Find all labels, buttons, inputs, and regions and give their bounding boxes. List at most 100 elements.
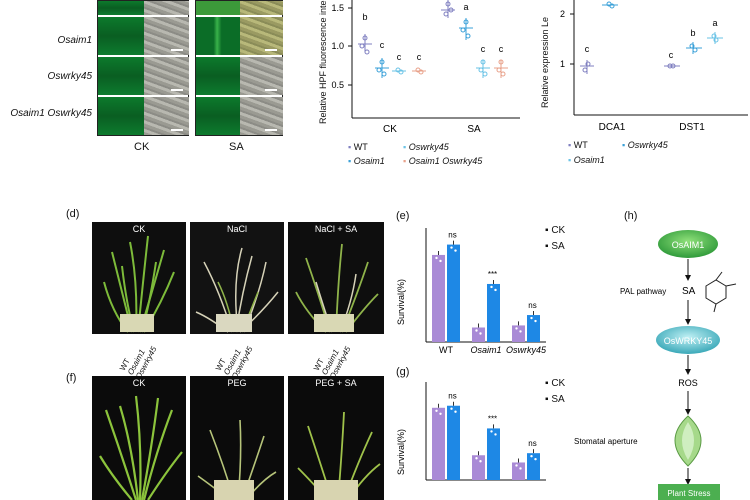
panel-e-bar-osaim1-ck <box>472 327 485 342</box>
panel-e-point <box>515 327 518 330</box>
panel-e-ylabel: Survival(%) <box>396 279 406 325</box>
panel-g-point <box>479 460 482 463</box>
plant-stress-box <box>658 484 720 500</box>
panel-e-point <box>475 329 478 332</box>
ros-label: ROS <box>678 378 698 388</box>
panel-h-letter: (h) <box>624 210 638 222</box>
panel-e-point <box>530 316 533 320</box>
panel-d-title-nacl-sa: NaCl + SA <box>315 224 357 234</box>
panel-g-legend-sa: ▪ SA <box>545 394 565 405</box>
panel-b-letter-2: c <box>380 40 385 50</box>
panel-c-dst1-osaim1 <box>707 32 723 44</box>
panel-f-photos: CK PEG PEG + SA <box>92 376 384 500</box>
panel-g-bar-osaim1-ck <box>472 455 485 480</box>
panel-g-point <box>494 433 497 436</box>
panel-b-group-ck: CK <box>383 124 397 135</box>
panel-e-sig-oswrky45: ns <box>528 301 536 310</box>
panel-f-letter: (f) <box>66 372 77 384</box>
row-label-oswrky45: Oswrky45 <box>47 71 92 82</box>
panel-c-legend-wt: ▪ WT <box>568 140 588 150</box>
panel-c-letter-1: c <box>585 44 590 54</box>
panel-b-letter-6: a <box>463 2 468 12</box>
panel-f-title-ck: CK <box>133 378 146 388</box>
panel-b-plot: 1.5 1.0 0.5 <box>331 0 520 135</box>
panel-g-ylabel: Survival(%) <box>396 429 406 475</box>
panel-e-xtick-oswrky45: Oswrky45 <box>506 345 547 355</box>
panel-b-sa-wt <box>441 0 455 18</box>
panel-g-bar-oswrky45-sa <box>527 453 540 480</box>
panel-g-sig-oswrky45: ns <box>528 439 536 448</box>
panel-e-point <box>490 285 493 289</box>
panel-c-dst1-oswrky45 <box>686 42 702 54</box>
panel-g-chart: Survival(%) ns *** ns <box>396 382 546 481</box>
panel-e-point <box>494 288 497 292</box>
panel-g-point <box>490 430 493 433</box>
panel-h-diagram: OsAIM1 PAL pathway SA OsWRKY45 ROS Stoma… <box>574 230 737 500</box>
panel-c-ytick-1: 1 <box>560 59 565 69</box>
plant-stress-label: Plant Stress <box>667 489 710 498</box>
panel-e-sig-wt: ns <box>448 231 456 240</box>
panel-c-legend-oswrky45: ▪ Oswrky45 <box>622 140 668 150</box>
panel-b-ck-double <box>412 67 426 75</box>
panel-d-genotype-labels-3: WT Osaim1 Oswrky45 <box>312 345 353 381</box>
panel-e-point <box>534 319 537 323</box>
panel-g-legend-ck: ▪ CK <box>545 378 566 389</box>
panel-d-photos: CK NaCl NaCl + SA <box>92 222 384 334</box>
panel-c-group-dca1: DCA1 <box>599 122 626 133</box>
panel-e-point <box>435 256 438 260</box>
panel-b-legend-double: ▪ Osaim1 Oswrky45 <box>403 156 483 166</box>
row-label-osaim1: Osaim1 <box>57 35 92 46</box>
panel-f-title-peg-sa: PEG + SA <box>315 378 356 388</box>
panel-e-sig-osaim1: *** <box>488 270 497 279</box>
panel-b-sa-oswrky45 <box>476 59 490 78</box>
panel-g-point <box>530 454 533 458</box>
panel-b-legend-osaim1: ▪ Osaim1 <box>348 156 385 166</box>
panel-c-group-dst1: DST1 <box>679 122 705 133</box>
panel-e-point <box>450 246 453 249</box>
panel-b-letter-3: c <box>397 52 402 62</box>
panel-b-legend-wt: ▪ WT <box>348 142 368 152</box>
panel-c-ylabel: Relative expression Le <box>540 16 550 108</box>
micrograph-grid-ck <box>97 0 189 136</box>
panel-c-dst1-wt <box>664 63 680 69</box>
panel-e-bar-oswrky45-sa <box>527 315 540 342</box>
panel-g-sig-osaim1: *** <box>488 414 497 423</box>
node-oswrky45-label: OsWRKY45 <box>664 336 713 346</box>
panel-c-letter-4: b <box>690 28 695 38</box>
col-label-ck: CK <box>134 141 150 153</box>
panel-g-point <box>454 410 457 413</box>
panel-e-bar-wt-sa <box>447 244 460 342</box>
panel-d-title-ck: CK <box>133 224 146 234</box>
panel-g-point <box>475 457 478 460</box>
panel-d-title-nacl: NaCl <box>227 224 247 234</box>
panel-e-chart: Survival(%) ns WT *** Osaim1 ns Oswrky45 <box>396 228 547 355</box>
panel-b-ck-oswrky45 <box>392 67 406 75</box>
panel-c-legend-osaim1: ▪ Osaim1 <box>568 155 605 165</box>
panel-b-ylabel: Relative HPF fluorescence intensity <box>318 0 328 124</box>
sa-label: SA <box>682 286 696 297</box>
col-label-sa: SA <box>229 141 244 153</box>
panel-c-dca1-wt <box>580 60 594 74</box>
panel-g-point <box>534 457 537 461</box>
panel-b-ytick-1.5: 1.5 <box>331 3 344 13</box>
panel-b-letter-8: c <box>499 44 504 54</box>
node-oswrky45 <box>656 326 720 354</box>
panel-b-ck-osaim1 <box>375 58 389 78</box>
panel-f-title-peg: PEG <box>227 378 246 388</box>
panel-e-bar-oswrky45-ck <box>512 325 525 342</box>
panel-b-group-sa: SA <box>467 124 481 135</box>
panel-g-sig-wt: ns <box>448 392 456 401</box>
panel-b-letter-4: c <box>417 52 422 62</box>
panel-b-ck-wt <box>358 34 372 55</box>
node-osaim1-label: OsAIM1 <box>672 240 705 250</box>
panel-e-legend-sa: ▪ SA <box>545 241 565 252</box>
sa-structure-icon <box>705 271 737 313</box>
panel-g-point <box>519 467 522 470</box>
panel-e-point <box>454 249 457 252</box>
panel-e-xtick-osaim1: Osaim1 <box>470 345 501 355</box>
panel-g-point <box>439 412 442 415</box>
panel-c-letter-3: c <box>669 50 674 60</box>
panel-e-point <box>479 332 482 335</box>
panel-g-point <box>435 409 438 412</box>
panel-b-legend-oswrky45: ▪ Oswrky45 <box>403 142 449 152</box>
